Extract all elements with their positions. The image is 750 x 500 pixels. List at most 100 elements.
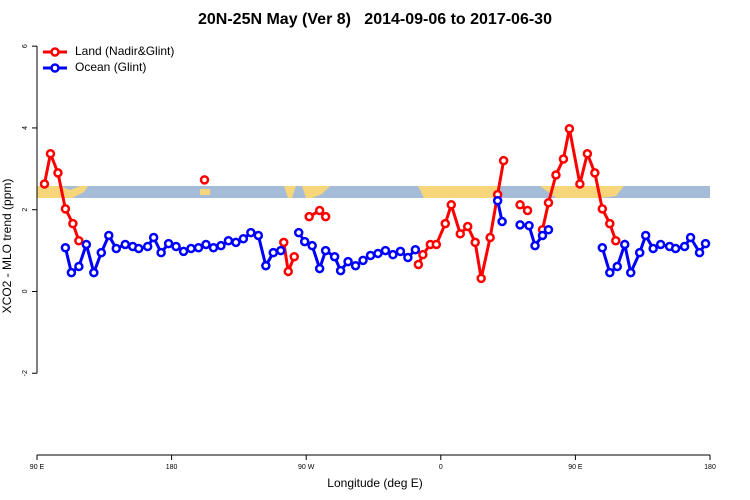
point — [89, 267, 99, 278]
point — [611, 236, 621, 246]
point — [53, 168, 63, 178]
point — [597, 242, 608, 253]
legend-label: Land (Nadir&Glint) — [75, 44, 174, 58]
x-tick-label: 180 — [704, 464, 716, 471]
point — [543, 224, 554, 235]
point — [293, 227, 304, 238]
point — [551, 170, 561, 180]
point — [133, 243, 144, 254]
point — [455, 229, 465, 239]
x-tick-label: 180 — [166, 464, 178, 471]
point — [148, 232, 159, 243]
point — [485, 232, 495, 243]
point — [45, 148, 56, 159]
point — [199, 175, 210, 185]
point — [246, 227, 256, 238]
point — [612, 261, 623, 272]
point — [679, 241, 690, 252]
point — [329, 251, 340, 262]
point — [597, 204, 608, 214]
point — [410, 245, 421, 255]
legend-marker — [50, 63, 60, 73]
point — [156, 247, 166, 258]
point — [470, 237, 480, 248]
map-strip — [37, 186, 710, 198]
y-axis-label: XCO2 - MLO trend (ppm) — [0, 179, 14, 314]
point — [365, 250, 376, 261]
x-axis-label: Longitude (deg E) — [327, 476, 422, 490]
point — [186, 243, 196, 254]
point — [670, 243, 681, 254]
point — [343, 256, 353, 267]
point — [498, 155, 509, 166]
point — [178, 246, 189, 257]
x-tick-label: 0 — [439, 464, 443, 471]
point — [575, 179, 585, 189]
point — [694, 247, 705, 258]
point — [74, 261, 84, 272]
point — [413, 259, 424, 270]
legend-label: Ocean (Glint) — [75, 60, 146, 74]
point — [314, 263, 325, 274]
point — [307, 240, 317, 251]
y-tick-label: 4 — [22, 126, 29, 130]
point — [335, 265, 346, 276]
point — [111, 243, 122, 254]
point — [492, 195, 503, 206]
point — [268, 247, 279, 258]
point — [431, 239, 442, 250]
point — [640, 230, 651, 241]
point — [253, 230, 264, 241]
point — [564, 124, 575, 134]
point — [276, 245, 286, 256]
point — [320, 211, 331, 222]
point — [590, 168, 600, 178]
point — [142, 241, 153, 252]
point — [395, 246, 406, 257]
point — [515, 220, 525, 230]
point — [350, 260, 361, 271]
point — [279, 237, 289, 248]
point — [358, 255, 368, 266]
point — [299, 236, 310, 247]
point — [283, 266, 294, 277]
point — [497, 216, 507, 227]
point — [446, 200, 457, 210]
chart-title: 20N-25N May (Ver 8) 2014-09-06 to 2017-0… — [198, 11, 552, 28]
point — [620, 239, 630, 250]
point — [625, 267, 636, 278]
point — [39, 179, 50, 189]
point — [261, 260, 271, 271]
point — [373, 248, 383, 259]
point — [380, 245, 391, 256]
point — [700, 238, 711, 249]
point — [605, 267, 615, 278]
point — [120, 239, 130, 250]
point — [223, 236, 234, 246]
point — [314, 205, 325, 216]
point — [193, 242, 204, 253]
point — [60, 242, 71, 253]
point — [648, 243, 658, 254]
x-tick-label: 90 E — [30, 464, 45, 471]
point — [238, 233, 249, 244]
point — [96, 247, 107, 258]
point — [201, 239, 211, 250]
point — [530, 240, 540, 251]
point — [216, 240, 226, 251]
point — [81, 239, 92, 250]
y-tick-label: 6 — [22, 44, 29, 48]
point — [388, 249, 398, 260]
point — [515, 200, 525, 210]
point — [289, 251, 299, 262]
series-line — [63, 200, 707, 278]
point — [522, 205, 533, 216]
legend-marker — [50, 47, 60, 57]
point — [440, 218, 451, 229]
x-tick-label: 90 W — [298, 464, 315, 471]
point — [304, 211, 314, 222]
y-tick-label: 2 — [22, 208, 29, 212]
y-tick-label: -2 — [22, 370, 29, 376]
point — [634, 247, 645, 258]
